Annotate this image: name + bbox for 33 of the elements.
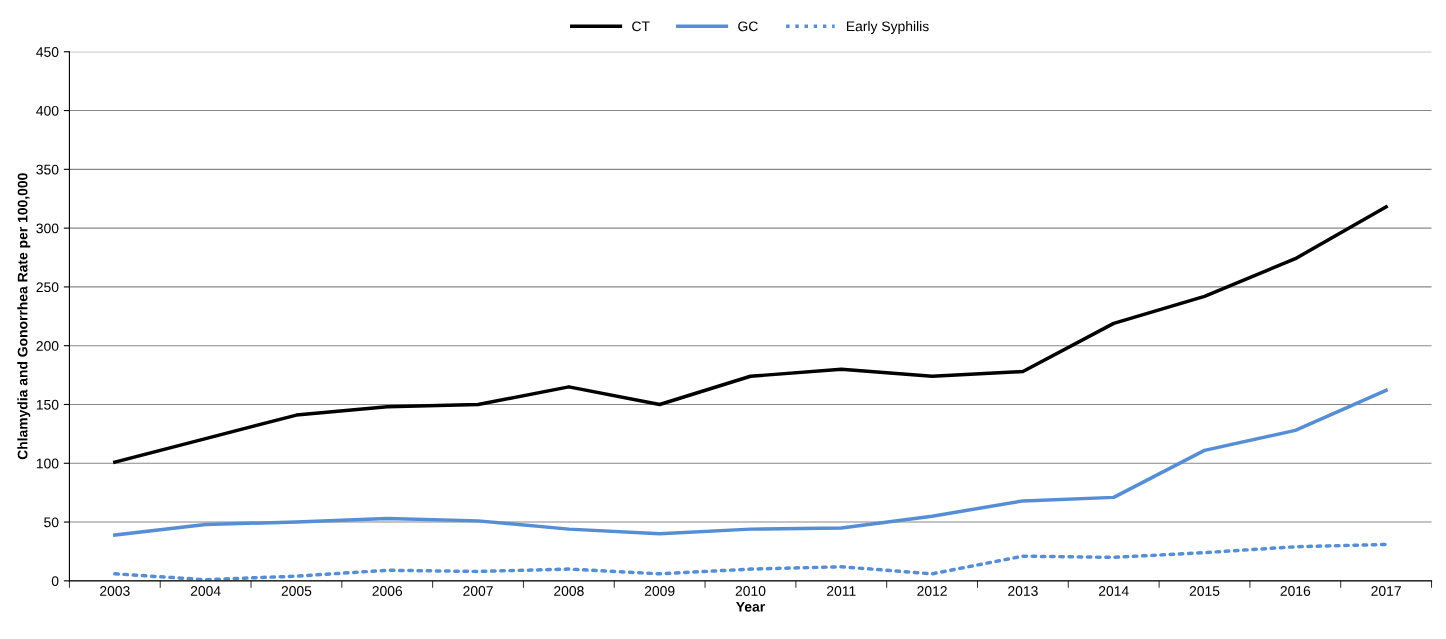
x-tick-label: 2013 xyxy=(1008,586,1038,596)
y-tick-label: 300 xyxy=(36,223,59,234)
line-series xyxy=(113,205,1388,464)
x-tick-label: 2012 xyxy=(917,586,947,596)
y-tick-label: 0 xyxy=(51,576,59,587)
x-tick-label: 2004 xyxy=(190,586,221,596)
x-tick-label: 2003 xyxy=(100,586,130,596)
legend-label: GC xyxy=(738,21,758,32)
y-tick-label: 400 xyxy=(36,105,59,116)
x-tick-label: 2011 xyxy=(827,586,856,596)
y-tick-label: 250 xyxy=(36,282,59,293)
y-tick-label: 150 xyxy=(36,399,59,410)
legend-label: Early Syphilis xyxy=(846,21,929,34)
x-tick-label: 2006 xyxy=(372,586,403,596)
x-tick-label: 2008 xyxy=(554,586,584,596)
line-series xyxy=(113,388,1388,537)
x-axis-title: Year xyxy=(736,601,765,612)
x-tick-label: 2005 xyxy=(281,586,312,596)
y-tick-label: 50 xyxy=(44,517,59,528)
x-tick-label: 2007 xyxy=(463,586,493,596)
x-tick-label: 2014 xyxy=(1098,586,1129,596)
x-tick-label: 2016 xyxy=(1280,586,1311,596)
line-series xyxy=(113,542,1388,581)
y-tick-label: 450 xyxy=(36,47,59,57)
legend-label: CT xyxy=(632,21,650,32)
y-tick-label: 100 xyxy=(36,458,59,469)
y-tick-label: 200 xyxy=(36,341,59,351)
y-axis-title: Chlamydia and Gonorrhea Rate per 100,000 xyxy=(17,173,31,460)
x-tick-label: 2010 xyxy=(735,586,766,596)
x-tick-label: 2009 xyxy=(644,586,675,596)
y-tick-label: 350 xyxy=(36,164,59,175)
x-tick-label: 2017 xyxy=(1371,586,1401,596)
x-tick-label: 2015 xyxy=(1189,586,1220,596)
